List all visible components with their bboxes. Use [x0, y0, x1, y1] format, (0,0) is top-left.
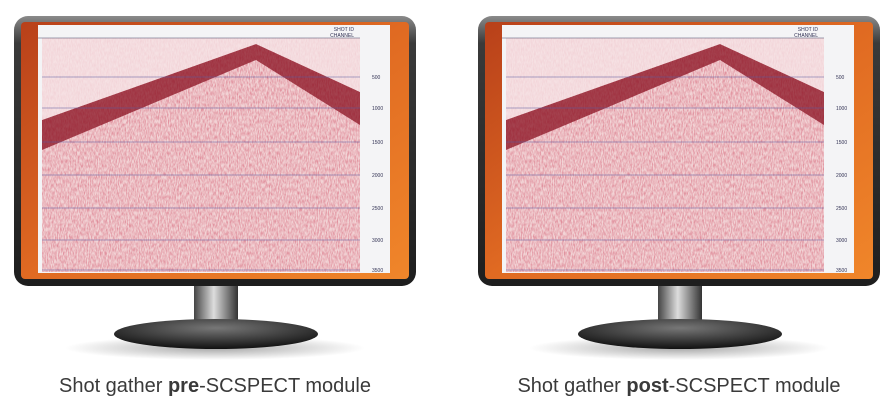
time-label: 1000	[836, 106, 847, 112]
header-label: SHOT ID	[798, 27, 819, 33]
stand-neck	[194, 283, 238, 325]
first-break	[42, 44, 360, 150]
time-label: 2000	[836, 173, 847, 179]
caption-emphasis: post	[626, 375, 669, 397]
time-label: 3000	[372, 238, 383, 244]
time-label: 1500	[836, 140, 847, 146]
caption-emphasis: pre	[168, 375, 199, 397]
stand-base	[578, 319, 782, 349]
time-label: 3500	[372, 268, 383, 274]
time-label: 3500	[836, 268, 847, 274]
header-label: SHOT ID	[334, 27, 355, 33]
channel-label: CHANNEL	[794, 33, 818, 39]
time-label: 2500	[372, 206, 383, 212]
time-label: 500	[372, 75, 381, 81]
caption-suffix: -SCSPECT module	[669, 375, 841, 397]
channel-label: CHANNEL	[330, 33, 354, 39]
caption-suffix: -SCSPECT module	[199, 375, 371, 397]
first-break	[506, 44, 824, 150]
time-label: 500	[836, 75, 845, 81]
time-label: 2000	[372, 173, 383, 179]
time-label: 1500	[372, 140, 383, 146]
caption-prefix: Shot gather	[517, 375, 626, 397]
time-label: 3000	[836, 238, 847, 244]
air-zone	[506, 38, 824, 120]
air-zone	[42, 38, 360, 120]
caption: Shot gather post-SCSPECT module	[517, 375, 840, 397]
stand-neck	[658, 283, 702, 325]
caption-prefix: Shot gather	[59, 375, 168, 397]
time-label: 1000	[372, 106, 383, 112]
time-label: 2500	[836, 206, 847, 212]
caption: Shot gather pre-SCSPECT module	[59, 375, 371, 397]
stand-base	[114, 319, 318, 349]
